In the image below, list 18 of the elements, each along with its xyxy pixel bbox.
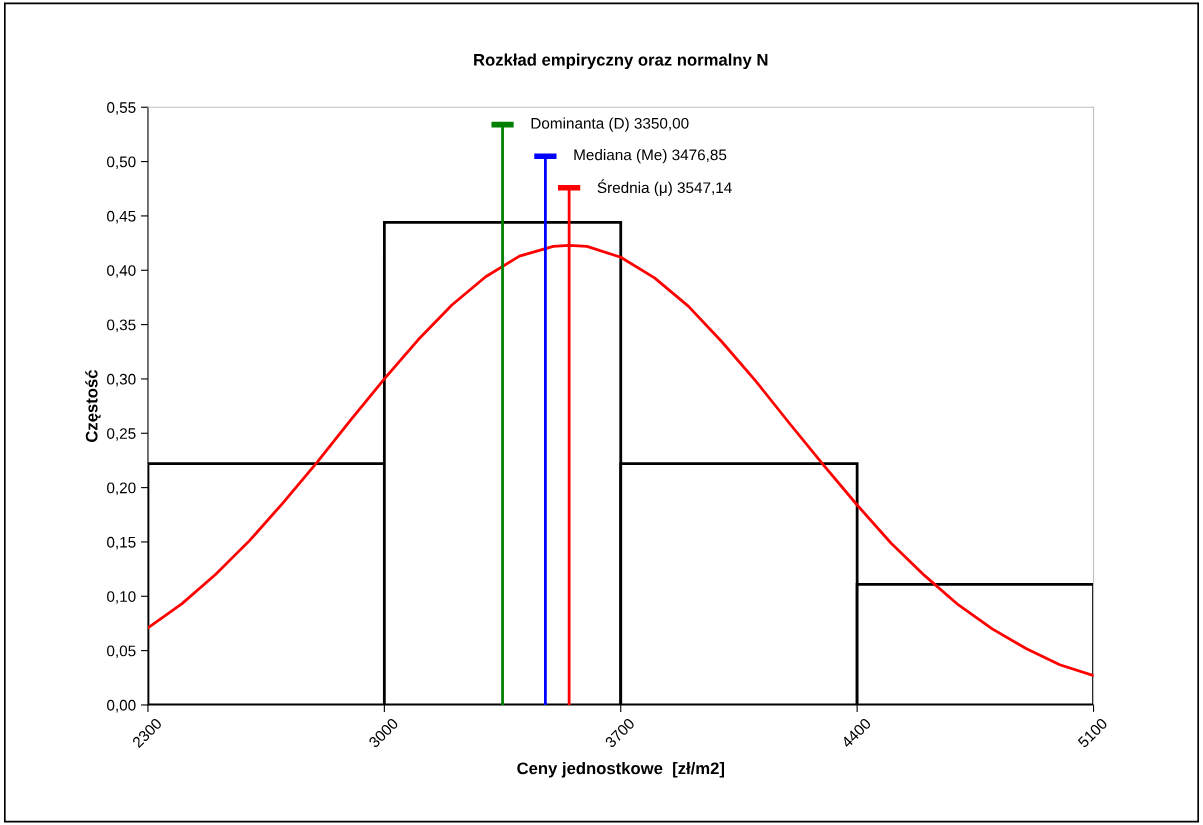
y-tick-label: 0,45 bbox=[107, 210, 136, 224]
y-tick-label: 0,05 bbox=[107, 645, 136, 659]
y-axis-title: Częstość bbox=[85, 370, 101, 443]
y-tick-label: 0,50 bbox=[107, 156, 136, 170]
y-tick-label: 0,30 bbox=[107, 373, 136, 387]
y-tick-label: 0,00 bbox=[107, 699, 136, 713]
legend-label: Mediana (Me) 3476,85 bbox=[574, 149, 727, 164]
x-axis-title: Ceny jednostkowe [zł/m2] bbox=[517, 761, 725, 778]
chart-title: Rozkład empiryczny oraz normalny N bbox=[474, 53, 768, 70]
y-tick-label: 0,35 bbox=[107, 319, 136, 333]
legend-label: Dominanta (D) 3350,00 bbox=[531, 117, 689, 132]
y-tick-label: 0,25 bbox=[107, 428, 136, 441]
y-tick-label: 0,40 bbox=[107, 265, 136, 278]
y-tick-label: 0,55 bbox=[107, 102, 136, 115]
y-tick-label: 0,15 bbox=[107, 536, 136, 550]
y-tick-label: 0,10 bbox=[107, 591, 136, 604]
legend-label: Średnia (μ) 3547,14 bbox=[597, 179, 732, 197]
y-tick-label: 0,20 bbox=[107, 482, 136, 496]
